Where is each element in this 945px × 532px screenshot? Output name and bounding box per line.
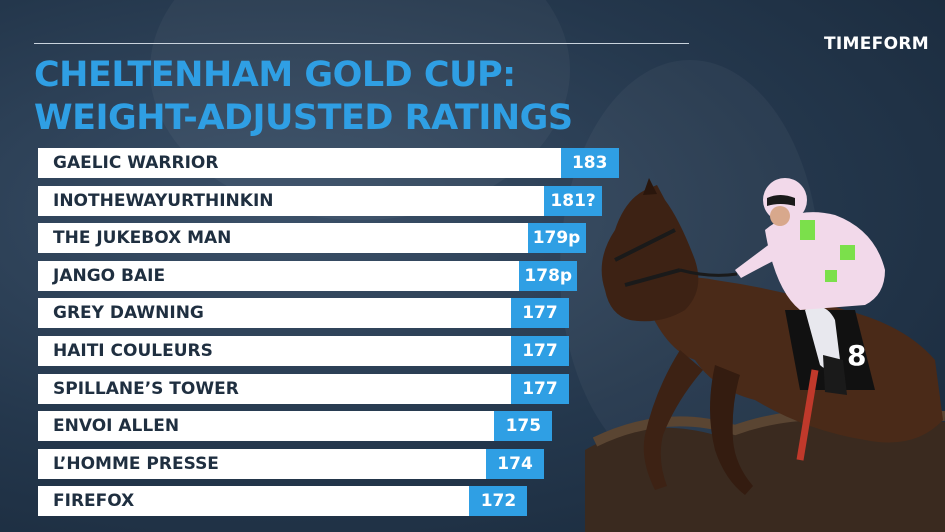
bar-value: 183 — [560, 148, 619, 178]
bar-value: 177 — [510, 373, 569, 404]
bar-row-background — [38, 448, 487, 479]
bar-label: GAELIC WARRIOR — [53, 153, 219, 173]
chart-title-line-1: CHELTENHAM GOLD CUP: — [34, 55, 516, 95]
jockey-legs — [805, 306, 840, 369]
bar-value: 174 — [486, 448, 545, 479]
bar-label: JANGO BAIE — [53, 265, 166, 286]
horse-head — [601, 185, 699, 322]
jockey-silks-pattern — [800, 220, 855, 282]
reins — [679, 268, 738, 277]
saddle-number: 8 — [847, 339, 866, 372]
bar-row-background — [38, 148, 561, 178]
bar-value: 179p — [527, 223, 586, 254]
bar-value: 177 — [510, 298, 569, 329]
bar-row-background — [38, 486, 470, 517]
hurdle-brush — [585, 420, 945, 532]
bar-value: 172 — [469, 486, 528, 517]
bar-value: 181? — [544, 185, 603, 216]
bar-label: SPILLANE’S TOWER — [53, 378, 239, 399]
bar-label: L’HOMME PRESSE — [53, 453, 219, 474]
horse-ear — [643, 178, 657, 195]
bar-label: INOTHEWAYURTHINKIN — [53, 190, 274, 211]
jockey-arm — [735, 240, 785, 278]
horse-front-leg — [710, 365, 753, 495]
bar-row-background — [38, 260, 520, 291]
bar-row-background — [38, 185, 545, 216]
bar-value: 178p — [519, 260, 578, 291]
top-divider — [34, 43, 689, 44]
chart-title-line-2: WEIGHT-ADJUSTED RATINGS — [34, 98, 573, 138]
bar-value: 177 — [510, 336, 569, 366]
bar-value: 175 — [494, 411, 553, 442]
bar-label: THE JUKEBOX MAN — [53, 228, 232, 249]
horse-bridle — [614, 228, 681, 287]
brand-logo: TIMEFORM — [824, 34, 929, 54]
bar-row-background — [38, 411, 495, 442]
bar-row-background — [38, 298, 511, 329]
bar-label: FIREFOX — [53, 491, 135, 512]
bar-row-background — [38, 373, 511, 404]
chart-title: CHELTENHAM GOLD CUP: WEIGHT-ADJUSTED RAT… — [34, 54, 573, 140]
bar-label: HAITI COULEURS — [53, 341, 213, 361]
jockey-face — [770, 206, 790, 226]
girth-strap — [796, 369, 819, 461]
jockey-boot — [823, 355, 847, 395]
horse-body — [645, 277, 943, 443]
horse-front-leg — [643, 350, 703, 490]
bar-row-background — [38, 223, 528, 254]
bar-label: ENVOI ALLEN — [53, 416, 180, 437]
horse-jockey-illustration: 8 — [585, 178, 945, 532]
bar-label: GREY DAWNING — [53, 303, 204, 324]
jockey-goggles — [767, 195, 795, 206]
jockey-body — [765, 212, 885, 310]
bar-row-background — [38, 336, 511, 366]
